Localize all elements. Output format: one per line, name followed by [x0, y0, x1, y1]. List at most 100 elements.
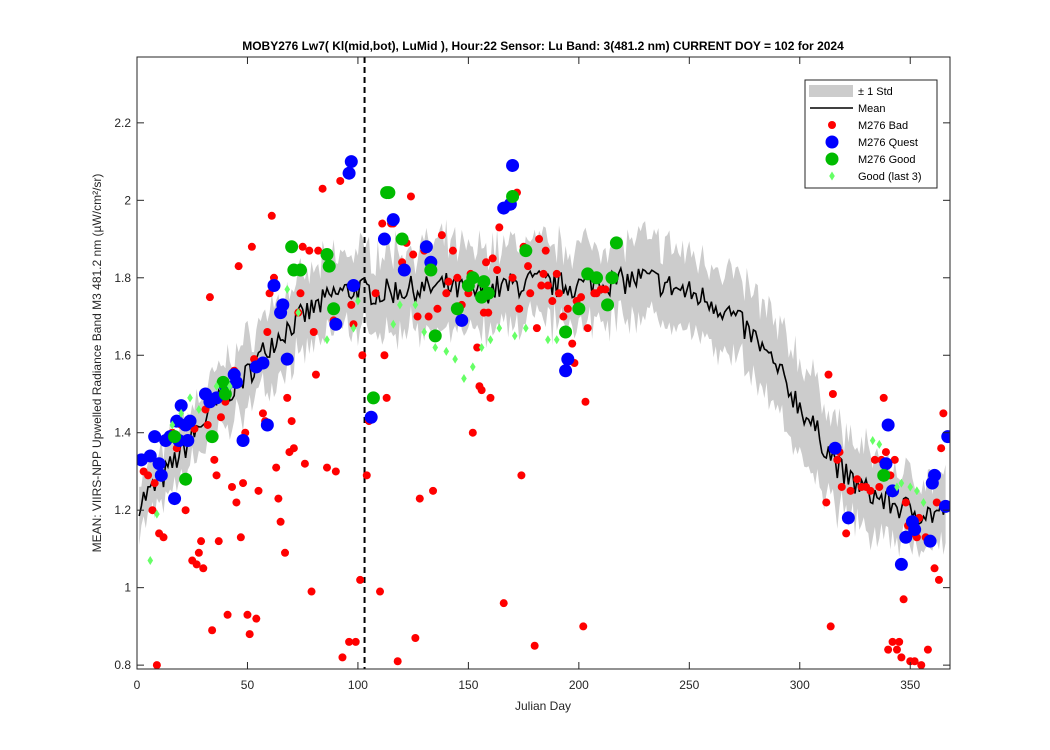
point-bad — [152, 661, 161, 669]
point-bad — [870, 455, 879, 464]
point-last3 — [914, 486, 920, 496]
point-quest — [386, 213, 400, 227]
point-quest — [174, 399, 188, 413]
point-quest — [280, 352, 294, 366]
point-quest — [899, 530, 913, 544]
point-bad — [539, 269, 548, 278]
legend-label: Mean — [858, 103, 886, 115]
point-good — [216, 375, 230, 389]
point-bad — [252, 614, 261, 623]
point-bad — [524, 262, 533, 271]
point-quest — [276, 298, 290, 312]
point-bad — [939, 409, 948, 418]
x-tick-label: 350 — [900, 678, 920, 692]
point-bad — [300, 459, 309, 468]
point-good — [382, 186, 396, 200]
point-bad — [488, 254, 497, 263]
point-last3 — [412, 300, 419, 310]
legend-item-std: ± 1 Std — [809, 85, 893, 98]
point-bad — [378, 219, 387, 228]
point-quest — [455, 313, 469, 327]
point-bad — [568, 339, 577, 348]
point-quest — [267, 279, 281, 293]
point-quest — [879, 457, 893, 471]
point-last3 — [397, 300, 403, 310]
point-last3 — [355, 296, 361, 306]
point-bad — [826, 622, 835, 631]
plot-border — [136, 56, 951, 670]
point-bad — [473, 343, 482, 352]
point-bad — [884, 645, 893, 654]
point-quest — [152, 457, 166, 471]
point-last3 — [470, 362, 476, 372]
point-quest — [236, 433, 250, 447]
point-bad — [846, 486, 855, 495]
point-bad — [347, 300, 356, 309]
point-bad — [307, 587, 316, 596]
point-bad — [853, 475, 862, 484]
point-bad — [482, 258, 491, 267]
point-last3 — [284, 284, 291, 294]
point-good — [590, 271, 604, 285]
y-tick-label: 1.4 — [114, 426, 131, 440]
point-bad — [842, 529, 851, 538]
y-tick-label: 1.6 — [114, 348, 131, 362]
point-bad — [267, 211, 276, 220]
point-last3 — [461, 373, 467, 383]
point-bad — [406, 192, 415, 201]
x-tick-label: 200 — [569, 678, 589, 692]
point-last3 — [350, 323, 357, 333]
point-good — [481, 286, 495, 300]
point-bad — [276, 517, 285, 526]
point-last3 — [154, 509, 160, 519]
point-bad — [486, 393, 495, 402]
point-bad — [298, 242, 307, 251]
point-quest — [941, 430, 950, 444]
point-good — [601, 298, 615, 312]
point-bad — [281, 548, 290, 557]
legend-label: M276 Good — [858, 154, 915, 166]
point-quest — [329, 317, 343, 331]
point-last3 — [523, 323, 529, 333]
legend-box — [804, 79, 938, 189]
point-last3 — [894, 482, 900, 492]
point-bad — [358, 351, 367, 360]
point-bad — [239, 479, 248, 488]
legend-symbol-good — [825, 152, 839, 166]
point-bad — [338, 653, 347, 662]
point-quest — [260, 418, 274, 432]
point-good — [506, 189, 520, 203]
point-bad — [541, 246, 550, 255]
legend-symbol-std — [809, 85, 853, 97]
point-bad — [263, 328, 272, 337]
point-quest — [881, 418, 895, 432]
point-bad — [934, 575, 943, 584]
point-bad — [199, 564, 208, 573]
point-quest — [419, 240, 433, 254]
point-bad — [532, 324, 541, 333]
legend-item-last3: Good (last 3) — [829, 171, 922, 183]
point-bad — [581, 397, 590, 406]
point-quest — [939, 499, 950, 513]
x-tick-label: 250 — [679, 678, 699, 692]
y-tick-label: 2.2 — [114, 116, 131, 130]
point-quest — [364, 410, 378, 424]
point-bad — [234, 262, 243, 271]
point-last3 — [196, 404, 202, 414]
point-bad — [583, 324, 592, 333]
point-bad — [311, 370, 320, 379]
std-band — [139, 219, 946, 558]
point-quest — [377, 232, 391, 246]
point-quest — [143, 449, 157, 463]
point-bad — [866, 486, 875, 495]
point-bad — [824, 370, 833, 379]
point-quest — [181, 433, 195, 447]
point-good — [293, 263, 307, 277]
point-bad — [897, 653, 906, 662]
point-good — [327, 302, 341, 316]
y-axis-label: MEAN: VIIRS-NPP Upwelled Radiance Band M… — [90, 174, 104, 553]
point-bad — [515, 304, 524, 313]
x-tick-label: 50 — [241, 678, 255, 692]
point-bad — [247, 242, 256, 251]
point-bad — [923, 645, 932, 654]
